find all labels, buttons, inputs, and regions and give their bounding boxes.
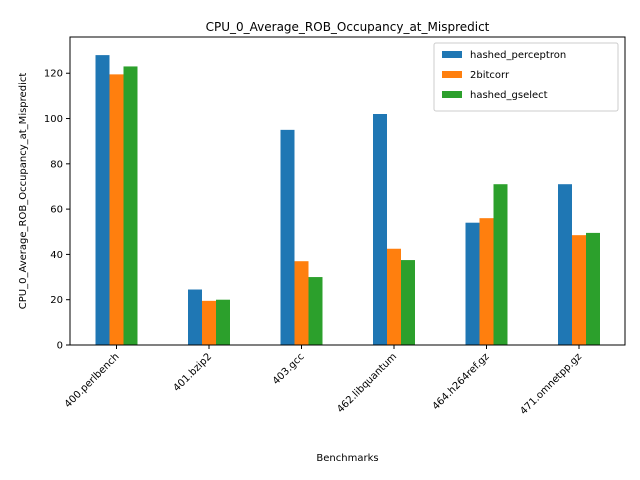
bar-hashed_gselect-2 [308,277,323,345]
y-axis: 0 20 40 60 80 100 120 [44,69,70,352]
bar-hashed_gselect-0 [123,66,138,346]
bar-2bitcorr-2 [294,261,309,345]
legend-swatch-hashed_gselect [442,91,462,98]
bar-hashed_gselect-3 [401,260,415,345]
bar-2bitcorr-1 [202,300,216,345]
bar-hashed_gselect-4 [493,184,508,345]
y-tick-label-3: 60 [50,205,63,216]
bar-2bitcorr-3 [387,248,401,345]
y-axis-label: CPU_0_Average_ROB_Occupancy_at_Mispredic… [18,73,29,310]
y-tick-label-6: 120 [44,69,63,80]
bar-hashed_gselect-1 [216,299,230,345]
y-tick-label-0: 0 [57,341,63,352]
legend: hashed_perceptron 2bitcorr hashed_gselect [433,42,619,112]
bar-hashed_perceptron-4 [465,222,480,345]
legend-swatch-2bitcorr [442,71,462,78]
legend-label-hashed_gselect: hashed_gselect [470,90,548,101]
x-axis-label: Benchmarks [316,453,378,464]
bars-group [95,55,600,346]
bar-2bitcorr-4 [479,218,494,345]
legend-label-2bitcorr: 2bitcorr [470,70,510,81]
plot-frame [69,36,626,346]
legend-swatch-hashed_perceptron [442,51,462,58]
bar-hashed_perceptron-2 [280,129,295,345]
legend-label-hashed_perceptron: hashed_perceptron [470,50,566,61]
y-tick-label-4: 80 [50,159,63,170]
bar-hashed_perceptron-0 [95,55,110,345]
y-tick-label-5: 100 [44,114,63,125]
y-tick-label-1: 20 [50,295,63,306]
bar-hashed_perceptron-1 [188,289,202,345]
bar-hashed_gselect-5 [586,232,600,345]
bar-hashed_perceptron-5 [558,184,572,345]
legend-box [433,42,619,112]
y-tick-label-2: 40 [50,250,63,261]
bar-hashed_perceptron-3 [373,114,387,345]
bar-2bitcorr-5 [572,235,586,345]
bar-2bitcorr-0 [109,74,124,345]
chart-title: CPU_0_Average_ROB_Occupancy_at_Mispredic… [206,20,490,34]
